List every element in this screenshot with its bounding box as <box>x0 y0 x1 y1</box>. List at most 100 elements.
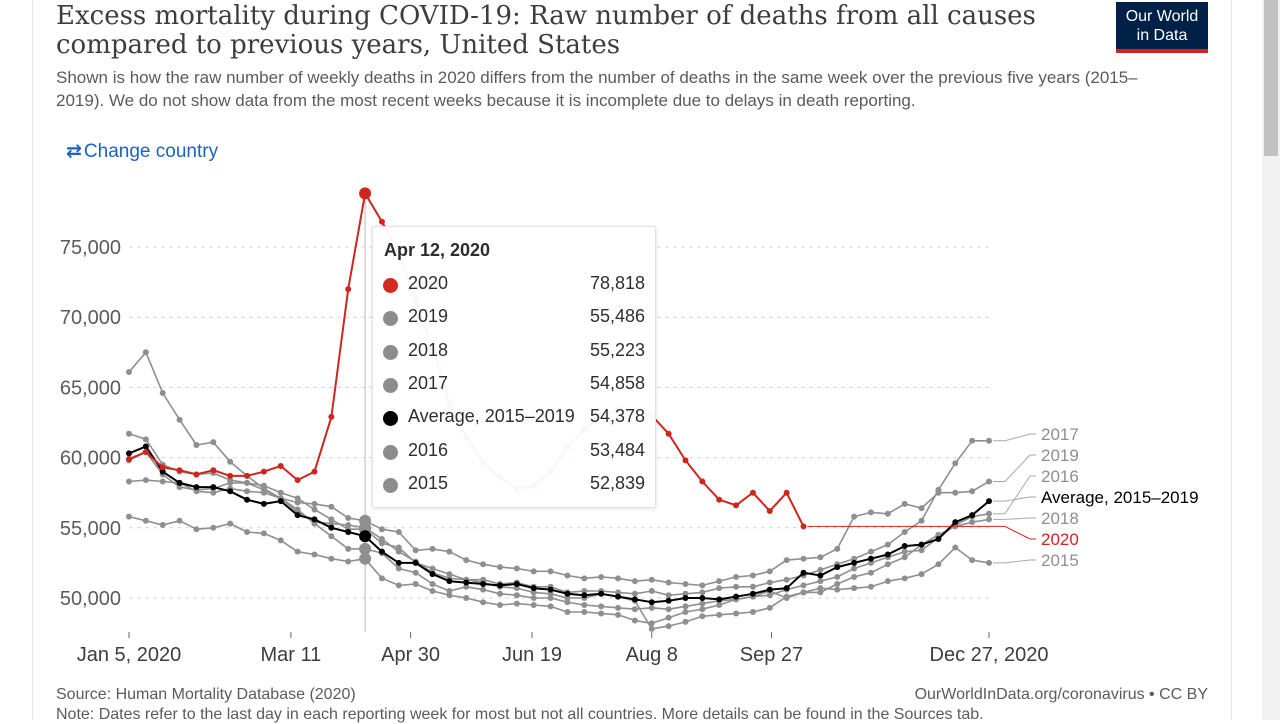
data-point-s2019 <box>851 513 858 520</box>
series-end-label: 2017 <box>1041 425 1079 444</box>
owid-logo[interactable]: Our World in Data <box>1116 2 1208 53</box>
data-point-s2019 <box>631 578 638 585</box>
data-point-avg <box>699 595 706 601</box>
data-point-s2016 <box>328 533 335 540</box>
data-point-s2020 <box>244 472 251 479</box>
data-point-s2019 <box>615 575 622 582</box>
data-point-s2019 <box>969 488 976 495</box>
data-point-s2018 <box>901 554 908 561</box>
data-point-avg <box>615 593 622 600</box>
data-point-s2016 <box>359 542 372 555</box>
data-point-s2015 <box>581 609 588 616</box>
data-point-avg <box>496 582 503 589</box>
data-point-s2019 <box>176 484 183 491</box>
data-point-s2018 <box>159 390 166 397</box>
data-point-s2018 <box>227 458 234 465</box>
data-point-s2018 <box>648 625 655 632</box>
data-point-s2016 <box>615 604 622 611</box>
data-point-s2017 <box>631 590 638 597</box>
data-point-avg <box>359 530 372 543</box>
y-tick-label: 70,000 <box>60 307 121 329</box>
data-point-s2020 <box>783 489 790 496</box>
data-point-s2018 <box>513 585 520 592</box>
data-point-s2019 <box>311 500 318 507</box>
data-point-s2017 <box>699 589 706 596</box>
data-point-s2019 <box>665 579 672 586</box>
data-point-s2019 <box>412 547 419 554</box>
data-point-s2019 <box>699 582 706 589</box>
scrollbar-thumb[interactable] <box>1264 0 1278 156</box>
data-point-avg <box>328 524 335 531</box>
data-point-s2015 <box>867 583 874 590</box>
data-point-s2020 <box>227 472 234 479</box>
data-point-s2018 <box>800 589 807 596</box>
data-point-s2016 <box>648 604 655 611</box>
data-point-s2017 <box>311 506 318 513</box>
data-point-s2020 <box>294 477 301 484</box>
tooltip-series-name: 2019 <box>408 306 449 327</box>
data-point-s2017 <box>260 482 267 489</box>
data-point-s2015 <box>378 575 385 582</box>
data-point-s2018 <box>783 593 790 600</box>
tooltip-row: Average, 2015–2019 54,378 <box>383 406 645 436</box>
data-point-avg <box>294 512 301 519</box>
data-point-s2015 <box>395 582 402 589</box>
data-point-s2020 <box>142 448 149 455</box>
source-text[interactable]: Source: Human Mortality Database (2020) <box>56 686 356 703</box>
tooltip-row: 2019 55,486 <box>383 306 645 336</box>
data-point-s2016 <box>918 547 925 554</box>
y-tick-label: 50,000 <box>60 588 121 610</box>
series-line-avg <box>128 445 990 604</box>
data-point-avg <box>952 519 959 526</box>
data-point-s2016 <box>412 569 419 576</box>
data-point-s2016 <box>126 478 132 485</box>
data-point-s2018 <box>817 589 824 596</box>
series-dot-icon <box>383 477 398 493</box>
tooltip-series-name: 2020 <box>408 273 449 293</box>
data-point-s2019 <box>294 499 301 506</box>
data-point-s2015 <box>260 530 267 537</box>
data-point-s2015 <box>294 548 301 555</box>
data-point-s2015 <box>986 559 992 566</box>
data-point-avg <box>598 590 605 597</box>
data-point-s2015 <box>935 561 942 568</box>
data-point-s2019 <box>733 573 740 580</box>
data-point-s2019 <box>783 557 790 564</box>
tooltip-series-value: 55,223 <box>589 339 645 360</box>
data-point-s2020 <box>733 502 740 509</box>
tooltip-series-value: 78,818 <box>589 273 645 293</box>
data-point-s2018 <box>766 604 773 611</box>
data-point-s2017 <box>851 555 858 562</box>
data-point-s2017 <box>783 576 790 583</box>
data-point-s2018 <box>530 589 537 596</box>
data-point-s2016 <box>564 599 571 606</box>
series-line-s2019 <box>128 451 990 587</box>
tooltip-series-value: 54,378 <box>589 406 645 427</box>
data-point-s2016 <box>446 587 453 594</box>
series-dot-icon <box>383 278 398 293</box>
data-point-s2015 <box>699 606 706 613</box>
data-point-s2019 <box>480 561 487 568</box>
series-dot-icon <box>383 444 398 460</box>
data-point-s2015 <box>159 521 166 528</box>
data-point-s2019 <box>581 575 588 582</box>
data-point-s2019 <box>227 479 234 486</box>
data-point-s2018 <box>345 521 352 528</box>
data-point-s2015 <box>682 609 689 616</box>
page-scrollbar[interactable] <box>1262 0 1280 720</box>
tooltip-series-name: Average, 2015–2019 <box>408 406 575 427</box>
data-point-s2019 <box>513 565 520 572</box>
change-country-button[interactable]: ⇄ Change country <box>66 140 218 163</box>
series-dot-icon <box>383 377 398 393</box>
data-point-avg <box>260 500 267 507</box>
credit-text[interactable]: OurWorldInData.org/coronavirus • CC BY <box>914 686 1208 703</box>
data-point-avg <box>766 586 773 593</box>
data-point-s2018 <box>834 580 841 587</box>
data-point-s2018 <box>210 439 217 446</box>
data-point-s2015 <box>142 517 149 524</box>
data-point-s2015 <box>851 585 858 592</box>
data-point-s2016 <box>159 478 166 485</box>
data-point-s2016 <box>395 565 402 572</box>
data-point-s2015 <box>277 537 284 544</box>
